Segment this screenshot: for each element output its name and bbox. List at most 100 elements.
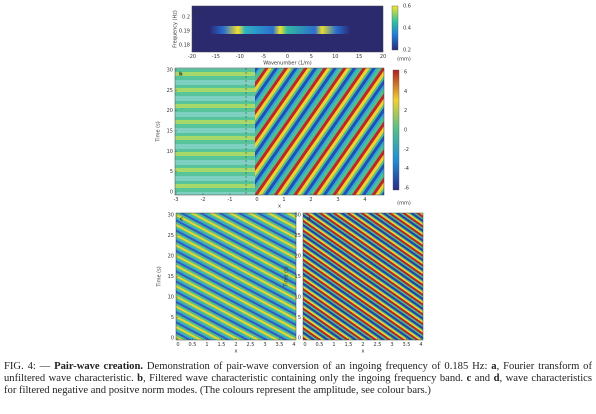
y-tick-label: 30 [167, 68, 173, 74]
x-axis-label: x [235, 349, 238, 355]
colorbar-tick-label: 6 [404, 70, 407, 76]
x-tick-label: 2.5 [374, 342, 382, 348]
x-tick-label: -20 [188, 54, 196, 60]
caption-segment: d [493, 373, 500, 384]
y-tick-label: 15 [295, 274, 301, 280]
caption-segment: Pair-wave creation. [54, 361, 144, 372]
colorbar-tick-label: 0 [404, 128, 407, 134]
x-tick-label: -10 [236, 54, 244, 60]
x-axis-label: x [278, 204, 281, 210]
y-axis-label: Time (s) [157, 266, 163, 287]
x-tick-label: 3 [390, 342, 393, 348]
caption-segment: FIG. 4: — [4, 361, 55, 372]
panel-label: b [179, 72, 183, 78]
x-tick-label: 0 [303, 342, 306, 348]
y-tick-label: 10 [167, 149, 173, 155]
x-tick-label: 20 [380, 54, 386, 60]
y-tick-label: 15 [167, 129, 173, 135]
y-tick-label: 0 [171, 336, 174, 342]
caption-segment: and [471, 373, 494, 384]
caption-segment: , Filtered wave characteristic containin… [142, 373, 467, 384]
plot-frame [174, 67, 385, 196]
x-tick-label: -1 [228, 197, 233, 203]
y-tick-label: 20 [167, 108, 173, 114]
x-tick-label: 0 [286, 54, 289, 60]
caption-segment: c [466, 373, 472, 384]
y-tick-label: 0.19 [179, 29, 190, 35]
panel-label: a [196, 10, 199, 16]
y-axis-label: Time (s) [284, 266, 290, 287]
x-tick-label: 3 [263, 342, 266, 348]
x-tick-label: 0 [176, 342, 179, 348]
x-tick-label: 1.5 [345, 342, 353, 348]
x-tick-label: 2.5 [247, 342, 255, 348]
y-tick-label: 20 [168, 254, 174, 260]
y-tick-label: 0.18 [179, 43, 190, 49]
y-tick-label: 30 [295, 213, 301, 219]
x-tick-label: 3 [336, 197, 339, 203]
x-tick-label: 1 [205, 342, 208, 348]
colorbar-tick-label: 0.2 [403, 48, 411, 54]
y-tick-label: 0 [170, 190, 173, 196]
panel-label: d [307, 217, 311, 223]
caption-segment: , Fourier transform of unfiltered wave c… [4, 361, 592, 384]
y-tick-label: 20 [295, 254, 301, 260]
x-tick-label: 0.5 [316, 342, 324, 348]
x-tick-label: 1 [332, 342, 335, 348]
colorbar-tick-label: -4 [404, 166, 409, 172]
colorbar-tick-label: 2 [404, 108, 407, 114]
y-tick-label: 30 [168, 213, 174, 219]
caption-segment: b [137, 373, 143, 384]
colorbar-tick-label: 0.4 [403, 26, 411, 32]
x-tick-label: 1.5 [218, 342, 226, 348]
panel-label: c [180, 217, 183, 223]
y-axis-label: Frequency (Hz) [173, 10, 179, 48]
x-tick-label: 5 [310, 54, 313, 60]
y-tick-label: 5 [170, 169, 173, 175]
colorbar-a [391, 5, 399, 51]
x-tick-label: -15 [212, 54, 220, 60]
colorbar-tick-label: 0.6 [403, 4, 411, 10]
colorbar-b [392, 69, 400, 191]
x-tick-label: 4 [292, 342, 295, 348]
y-tick-label: 0 [298, 336, 301, 342]
heatmap-b-right [255, 68, 384, 195]
heatmap-b-left [175, 68, 255, 195]
y-axis-label: Time (s) [156, 121, 162, 142]
x-tick-label: 4 [419, 342, 422, 348]
x-tick-label: -5 [261, 54, 266, 60]
x-tick-label: 10 [332, 54, 338, 60]
x-tick-label: 0.5 [189, 342, 197, 348]
heatmap-c [176, 213, 296, 340]
x-tick-label: 0 [255, 197, 258, 203]
colorbar-tick-label: -2 [404, 147, 409, 153]
x-tick-label: 3.5 [403, 342, 411, 348]
x-tick-label: 1 [282, 197, 285, 203]
y-tick-label: 10 [295, 295, 301, 301]
x-tick-label: -3 [174, 197, 179, 203]
caption-segment: Demonstration of pair-wave conversion of… [143, 361, 492, 372]
x-axis-label: Wavenumber (1/m) [263, 61, 312, 67]
x-axis-label: x [362, 349, 365, 355]
caption-segment: , wave characteristics for filtered nega… [4, 373, 593, 396]
frequency-band [210, 26, 350, 34]
x-tick-label: 15 [356, 54, 362, 60]
caption-segment: a [491, 361, 497, 372]
x-tick-label: 2 [234, 342, 237, 348]
x-tick-label: 2 [309, 197, 312, 203]
y-tick-label: 5 [298, 315, 301, 321]
x-tick-label: 4 [363, 197, 366, 203]
x-tick-label: 3.5 [276, 342, 284, 348]
x-tick-label: -2 [201, 197, 206, 203]
y-tick-label: 10 [168, 295, 174, 301]
heatmap-d [303, 213, 423, 340]
y-tick-label: 25 [295, 233, 301, 239]
caption: FIG. 4: — Pair-wave creation. Demonstrat… [4, 361, 592, 397]
y-tick-label: 5 [171, 315, 174, 321]
y-tick-label: 25 [168, 233, 174, 239]
y-tick-label: 15 [168, 274, 174, 280]
x-tick-label: 2 [361, 342, 364, 348]
colorbar-unit: (mm) [397, 201, 411, 207]
